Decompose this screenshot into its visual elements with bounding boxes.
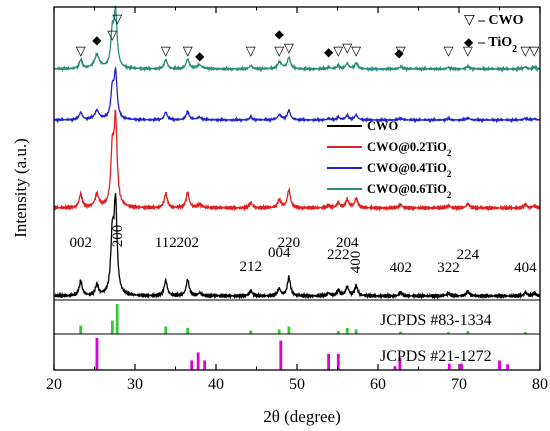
reference-line [203,360,207,370]
cwo-marker: ▽ [396,43,406,58]
tio2-marker: ◆ [195,49,205,63]
series-line [53,65,541,124]
reference-line [249,330,253,334]
cwo-marker: ▽ [529,43,539,58]
reference-line [115,304,119,334]
reference-label: JCPDS #83-1334 [380,312,492,329]
legend-label: CWO@0.4TiO2 [367,161,452,179]
tio2-marker: ◆ [92,33,102,47]
x-tick-label: 20 [46,376,62,393]
miller-index-label: 400 [348,251,364,274]
reference-line [466,331,470,334]
cwo-marker: ▽ [284,40,294,55]
x-tick-label: 80 [532,376,548,393]
reference-line [186,328,190,334]
tio2-marker-legend-label: – TiO2 [477,35,517,55]
reference-line [110,320,114,334]
series-line [53,193,541,300]
reference-line [447,363,451,370]
reference-line [398,357,402,370]
reference-line [190,360,194,370]
reference-line [196,352,200,370]
legend-label: CWO [367,119,399,133]
reference-line [279,340,283,370]
reference-line [354,329,358,334]
reference-line [336,354,340,370]
miller-index-label: 224 [457,247,480,263]
xrd-curves [53,5,541,300]
series-line [53,5,541,73]
miller-index-label: 204 [336,235,359,251]
cwo-marker-legend-label: – CWO [477,13,524,28]
reference-label: JCPDS #21-1272 [380,348,492,365]
subscript: 2 [447,148,452,158]
x-tick-label: 60 [370,376,386,393]
cwo-marker: ▽ [333,43,343,58]
reference-line [393,366,397,370]
x-tick-label: 30 [127,376,143,393]
miller-index-label: 404 [514,260,537,276]
reference-line [79,325,83,334]
reference-panels: JCPDS #83-1334 JCPDS #21-1272 [54,299,540,370]
cwo-marker: ▽ [342,40,352,55]
x-tick-label: 70 [451,376,467,393]
miller-index-label: 222 [327,247,350,263]
cwo-marker: ▽ [351,43,361,58]
reference-line [498,360,501,370]
phase-markers: ▽▽▽▽ ▽ ▽ ▽ ▽ ▽▽▽ ▽ ▽ ▽ ▽▽◆◆◆◆ ◆▽ – CWO◆ – TiO2 [76,11,540,63]
reference-line [95,338,99,370]
cwo-marker: ▽ [246,43,256,58]
miller-index-label: 112 [155,235,177,251]
miller-index-label: 402 [389,260,412,276]
legend-label: CWO@0.6TiO2 [367,182,452,200]
cwo-marker: ▽ [76,43,86,58]
reference-line [460,363,463,370]
reference-line [399,331,403,334]
cwo-marker: ▽ [520,43,530,58]
reference-line [345,328,349,334]
reference-line [277,329,281,334]
reference-line [447,332,450,334]
cwo-marker: ▽ [274,43,284,58]
cwo-marker: ▽ [463,43,473,58]
tio2-marker: ◆ [275,27,285,41]
reference-line [506,364,509,370]
tio2-marker: ◆ [394,46,404,60]
axes: 20 30 40 50 60 70 80 [46,6,548,393]
x-tick-label: 40 [208,376,224,393]
miller-index-label: 202 [176,235,199,251]
miller-index-label: 004 [268,245,291,261]
reference-line [164,326,168,334]
legend: CWO CWO@0.2TiO2 CWO@0.4TiO2 CWO@0.6TiO2 [327,119,452,200]
miller-index-label: 220 [278,235,301,251]
cwo-marker: ▽ [107,27,117,42]
reference-line [336,331,340,334]
tio2-marker-legend-symbol: ◆ [464,35,474,49]
legend-label: CWO@0.2TiO2 [367,140,452,158]
x-axis-label: 2θ (degree) [263,407,341,426]
miller-index-label: 212 [240,259,263,275]
y-axis-label: Intensity (a.u.) [11,138,30,238]
miller-index-label: 200 [110,225,126,248]
reference-line [327,354,330,370]
series-line [53,109,541,212]
subscript: 2 [512,44,517,55]
miller-index-label: 002 [69,235,92,251]
reference-line [524,332,527,334]
cwo-marker: ▽ [161,43,171,58]
x-tick-label: 50 [289,376,305,393]
subscript: 2 [447,190,452,200]
reference-line [287,326,291,334]
cwo-marker: ▽ [444,43,454,58]
subscript: 2 [447,169,452,179]
miller-index-label: 322 [437,260,460,276]
tio2-marker: ◆ [324,45,334,59]
cwo-marker-legend-symbol: ▽ [464,13,475,28]
cwo-marker: ▽ [112,11,122,26]
cwo-marker: ▽ [183,43,193,58]
